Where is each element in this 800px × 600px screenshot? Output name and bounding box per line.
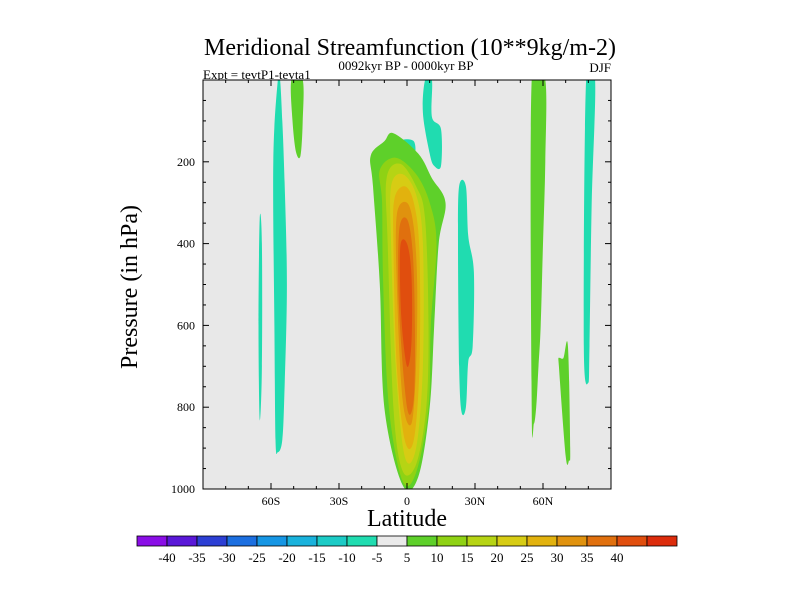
colorbar-box xyxy=(526,535,558,547)
x-tick-label: 30N xyxy=(465,494,486,508)
plot-axes: 60S 30S 0 30N 60N 200 400 600 800 1000 xyxy=(171,79,612,508)
colorbar-box xyxy=(256,535,288,547)
colorbar-label: -35 xyxy=(188,550,205,565)
colorbar-box xyxy=(226,535,258,547)
contour-green-blob-45s xyxy=(290,80,304,159)
colorbar-box xyxy=(406,535,438,547)
contour-jet-level-40 xyxy=(399,239,413,368)
y-tick-label: 600 xyxy=(177,318,195,332)
x-axis-label: Latitude xyxy=(367,506,447,532)
chart-title: Meridional Streamfunction (10**9kg/m-2) xyxy=(204,35,616,61)
x-tick-label: 60S xyxy=(262,494,281,508)
y-axis-label: Pressure (in hPa) xyxy=(117,205,143,369)
x-tick-label: 0 xyxy=(404,494,410,508)
x-tick-label: 30S xyxy=(330,494,349,508)
y-tick-label: 1000 xyxy=(171,482,195,496)
colorbar-label: 30 xyxy=(551,550,564,565)
colorbar-box xyxy=(316,535,348,547)
colorbar-box xyxy=(196,535,228,547)
colorbar-label: -10 xyxy=(338,550,355,565)
colorbar-label: -40 xyxy=(158,550,175,565)
colorbar-box xyxy=(166,535,198,547)
colorbar-label: -5 xyxy=(372,550,383,565)
colorbar-box xyxy=(646,535,678,547)
x-tick-label: 60N xyxy=(533,494,554,508)
y-tick-label: 400 xyxy=(177,237,195,251)
colorbar-box xyxy=(616,535,648,547)
colorbar-label: -20 xyxy=(278,550,295,565)
colorbar-label: 5 xyxy=(404,550,411,565)
colorbar-box xyxy=(466,535,498,547)
contour-green-band-70n xyxy=(558,341,571,465)
colorbar: -40 -35 -30 -25 -20 -15 -10 -5 5 10 15 20 25 30 35 40 xyxy=(136,535,678,565)
contour-green-band-55n xyxy=(530,80,547,438)
contour-cyan-band-60s-main xyxy=(273,80,287,455)
colorbar-label: -25 xyxy=(248,550,265,565)
y-tick-label: 200 xyxy=(177,155,195,169)
plot-area xyxy=(203,80,611,489)
contour-cyan-band-60s-thin xyxy=(258,213,263,421)
y-tick-label: 800 xyxy=(177,400,195,414)
colorbar-label: 20 xyxy=(491,550,504,565)
contour-cyan-band-10n-upper xyxy=(422,80,442,170)
colorbar-box xyxy=(346,535,378,547)
colorbar-label: 10 xyxy=(431,550,444,565)
contour-cyan-band-25n xyxy=(457,179,475,416)
colorbar-label: 25 xyxy=(521,550,534,565)
colorbar-label: 35 xyxy=(581,550,594,565)
colorbar-box xyxy=(376,535,408,547)
colorbar-box xyxy=(586,535,618,547)
chart-subtitle-center: 0092kyr BP - 0000kyr BP xyxy=(338,58,473,73)
colorbar-label: 40 xyxy=(611,550,624,565)
colorbar-box xyxy=(496,535,528,547)
colorbar-label: -15 xyxy=(308,550,325,565)
colorbar-label: -30 xyxy=(218,550,235,565)
colorbar-box xyxy=(556,535,588,547)
colorbar-box xyxy=(286,535,318,547)
colorbar-label: 15 xyxy=(461,550,474,565)
colorbar-box xyxy=(436,535,468,547)
chart-subtitle-left: Expt = tevtP1-tevta1 xyxy=(203,67,311,82)
chart-subtitle-right: DJF xyxy=(589,60,611,75)
contour-cyan-band-80n xyxy=(583,80,596,385)
colorbar-box xyxy=(136,535,168,547)
